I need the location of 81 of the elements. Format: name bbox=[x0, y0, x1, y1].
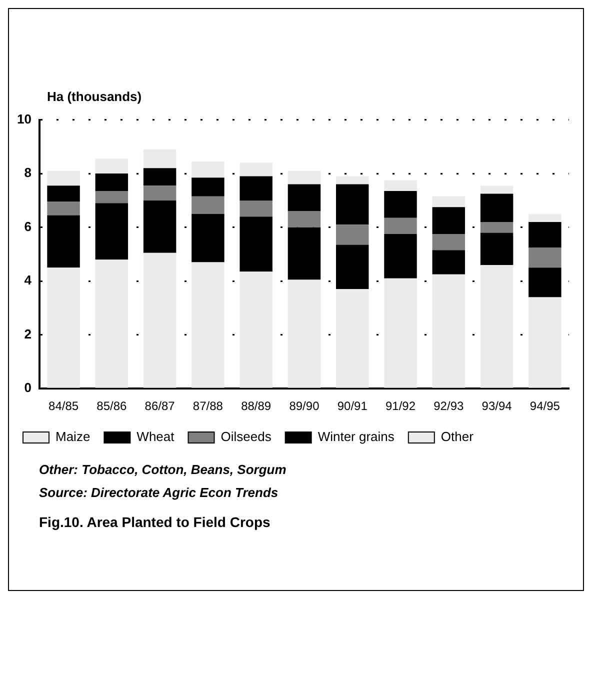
bar bbox=[432, 274, 466, 388]
bar bbox=[143, 186, 176, 200]
bar bbox=[240, 176, 272, 200]
bar bbox=[240, 200, 272, 217]
bar bbox=[528, 297, 562, 388]
bar bbox=[480, 194, 514, 222]
bar bbox=[240, 272, 272, 388]
bar bbox=[47, 202, 80, 216]
bar bbox=[432, 196, 466, 208]
bar bbox=[47, 268, 80, 388]
text: Fig.10. Area Planted to Field Crops bbox=[39, 514, 272, 530]
bar bbox=[192, 178, 224, 196]
bar bbox=[384, 180, 417, 192]
x-tick-label: 93/94 bbox=[482, 399, 512, 414]
bar bbox=[528, 214, 562, 222]
x-tick-label: 91/92 bbox=[385, 399, 416, 414]
bar bbox=[288, 211, 321, 228]
bar bbox=[95, 260, 128, 388]
y-tick-label: 0 bbox=[24, 380, 32, 396]
x-tick-label: 86/87 bbox=[144, 399, 176, 414]
x-tick-label: 85/86 bbox=[96, 399, 128, 414]
bar bbox=[95, 158, 128, 174]
x-tick-label: 92/93 bbox=[434, 399, 464, 414]
bar bbox=[192, 161, 224, 178]
bar bbox=[384, 191, 417, 218]
bar bbox=[480, 232, 514, 265]
legend-label: Winter grains bbox=[318, 429, 395, 444]
bar bbox=[432, 234, 466, 250]
bar bbox=[192, 196, 224, 214]
x-tick-label: 88/89 bbox=[241, 399, 272, 414]
y-tick-label: 10 bbox=[16, 111, 32, 126]
bar bbox=[192, 214, 224, 262]
x-tick-label: 87/88 bbox=[192, 399, 224, 414]
y-tick-label: 8 bbox=[24, 165, 32, 180]
bar bbox=[47, 215, 80, 268]
bar bbox=[336, 289, 369, 388]
y-tick-label: 4 bbox=[24, 272, 32, 288]
bar bbox=[336, 244, 369, 290]
y-tick-label: 2 bbox=[24, 326, 32, 342]
bar bbox=[95, 174, 128, 192]
bar bbox=[47, 170, 80, 186]
legend-label: Maize bbox=[56, 429, 90, 444]
bar bbox=[384, 218, 417, 234]
bar bbox=[143, 200, 176, 253]
y-axis-title: Ha (thousands) bbox=[47, 89, 143, 104]
x-tick-label: 90/91 bbox=[337, 399, 368, 414]
bar bbox=[336, 224, 369, 245]
bar bbox=[288, 170, 321, 184]
bar bbox=[47, 186, 80, 202]
bar bbox=[240, 162, 272, 176]
bar bbox=[528, 268, 562, 298]
bar bbox=[192, 262, 224, 388]
legend-label: Oilseeds bbox=[220, 429, 272, 444]
bar bbox=[432, 207, 466, 234]
bar bbox=[143, 149, 176, 168]
bar bbox=[480, 186, 514, 194]
bar bbox=[480, 264, 514, 388]
bar bbox=[384, 278, 417, 388]
bar bbox=[336, 184, 369, 225]
text: Other: Tobacco, Cotton, Beans, Sorgum bbox=[39, 462, 288, 477]
legend-label: Other bbox=[440, 429, 474, 444]
y-tick-label: 6 bbox=[24, 218, 32, 234]
bar bbox=[240, 216, 272, 272]
bar bbox=[95, 203, 128, 260]
bar bbox=[432, 250, 466, 274]
legend-label: Wheat bbox=[136, 429, 175, 444]
x-tick-label: 94/95 bbox=[530, 399, 560, 414]
bar bbox=[528, 222, 562, 248]
x-tick-label: 89/90 bbox=[289, 399, 320, 414]
bar bbox=[288, 227, 321, 280]
bar bbox=[336, 176, 369, 184]
bar bbox=[143, 168, 176, 186]
bar bbox=[288, 184, 321, 212]
bar bbox=[384, 234, 417, 278]
x-tick-label: 84/85 bbox=[48, 399, 79, 414]
bar bbox=[288, 280, 321, 388]
source-note: Source: Directorate Agric Econ Trends bbox=[39, 485, 280, 500]
bar bbox=[95, 191, 128, 204]
bar bbox=[143, 252, 176, 388]
bar bbox=[528, 247, 562, 268]
bar bbox=[480, 222, 514, 233]
